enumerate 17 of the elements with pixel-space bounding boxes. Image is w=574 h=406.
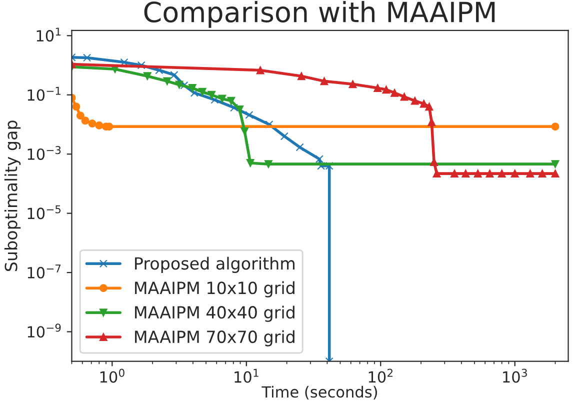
- y-axis-title: Suboptimality gap: [4, 120, 21, 272]
- legend-label: MAAIPM 40x40 grid: [135, 306, 294, 322]
- legend-label: Proposed algorithm: [135, 256, 294, 273]
- x-tick-label: 10$^{1}$: [234, 368, 258, 383]
- x-tick-label: 10$^{2}$: [368, 368, 392, 383]
- chart-title: Comparison with MAAIPM: [144, 1, 495, 28]
- x-tick-label: 10$^{0}$: [100, 368, 124, 383]
- x-tick-label: 10$^{3}$: [503, 368, 527, 383]
- y-tick-label: 10$^{−5}$: [28, 205, 61, 220]
- y-tick-label: 10$^{−3}$: [28, 146, 61, 160]
- legend-label: MAAIPM 10x10 grid: [135, 281, 294, 298]
- y-tick-label: 10$^{−9}$: [28, 324, 61, 338]
- y-tick-label: 10$^{−7}$: [28, 264, 61, 278]
- x-axis-title: Time (seconds): [262, 386, 377, 400]
- y-tick-label: 10$^{1}$: [36, 28, 61, 42]
- y-tick-label: 10$^{−1}$: [28, 86, 60, 101]
- legend-label: MAAIPM 70x70 grid: [135, 330, 294, 346]
